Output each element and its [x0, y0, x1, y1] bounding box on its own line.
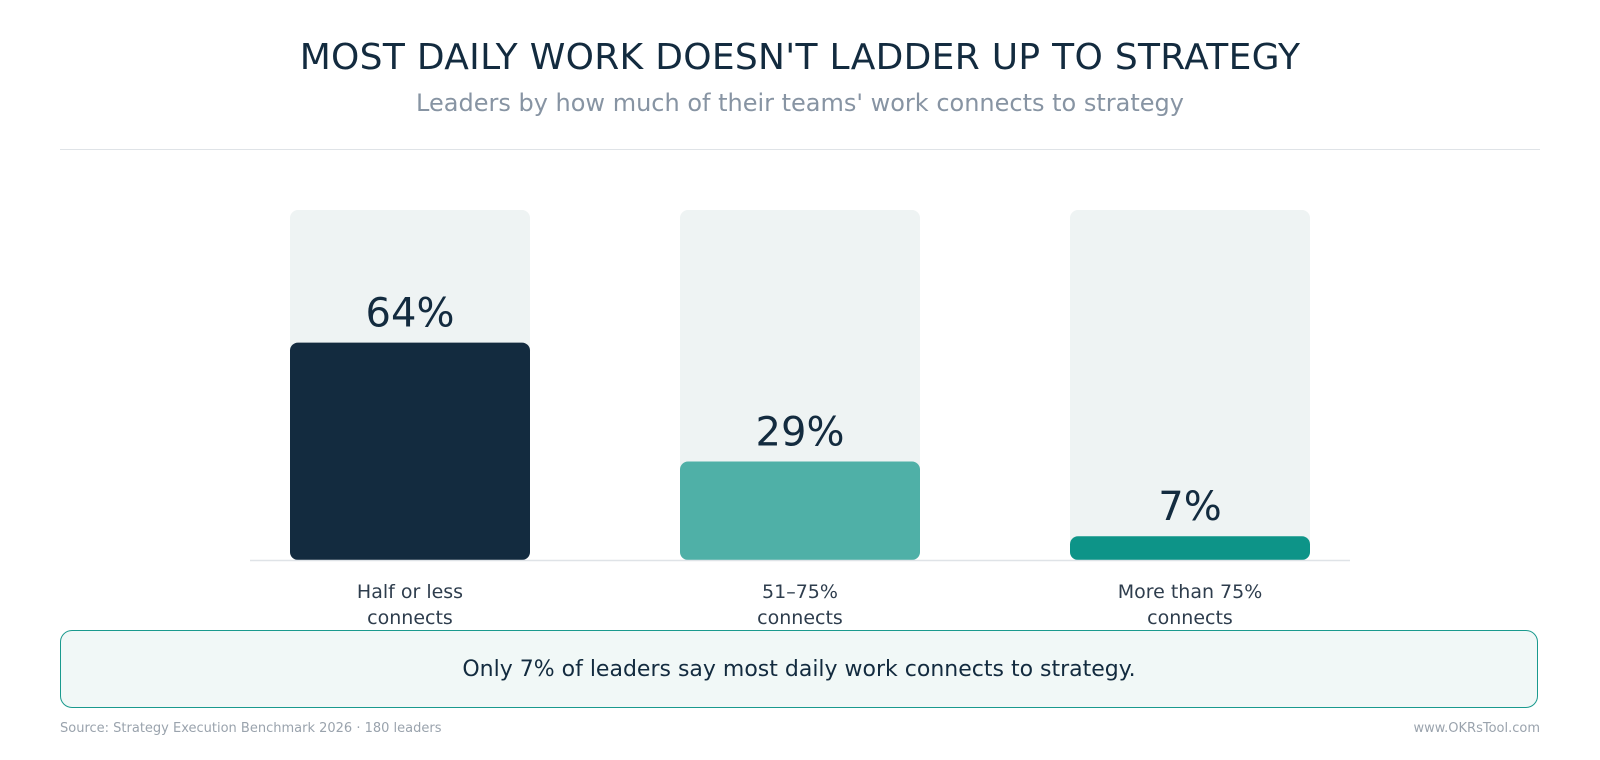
bar-1 [290, 342, 530, 560]
category-label-2-line-1: 51–75% [762, 581, 838, 603]
bar-2 [680, 461, 920, 560]
data-label-1: 64% [366, 291, 455, 337]
data-label-2: 29% [756, 409, 845, 455]
callout-text: Only 7% of leaders say most daily work c… [462, 656, 1136, 682]
site-url: www.OKRsTool.com [1413, 721, 1540, 736]
bar-3 [1070, 536, 1310, 560]
category-label-2-line-2: connects [757, 607, 843, 629]
bar-track-3 [1070, 210, 1310, 560]
header-divider [60, 149, 1540, 150]
chart-title: MOST DAILY WORK DOESN'T LADDER UP TO STR… [299, 37, 1301, 78]
bar-chart: 64% Half or less connects 29% 51–75% connects… [250, 210, 1350, 629]
source-note: Source: Strategy Execution Benchmark 202… [60, 721, 442, 736]
data-label-3: 7% [1158, 484, 1221, 530]
chart-subtitle: Leaders by how much of their teams' work… [416, 89, 1184, 117]
category-label-1-line-1: Half or less [357, 581, 463, 603]
category-label-3-line-2: connects [1147, 607, 1233, 629]
category-label-3-line-1: More than 75% [1118, 581, 1263, 603]
callout-box: Only 7% of leaders say most daily work c… [60, 630, 1538, 708]
category-label-1-line-2: connects [367, 607, 453, 629]
